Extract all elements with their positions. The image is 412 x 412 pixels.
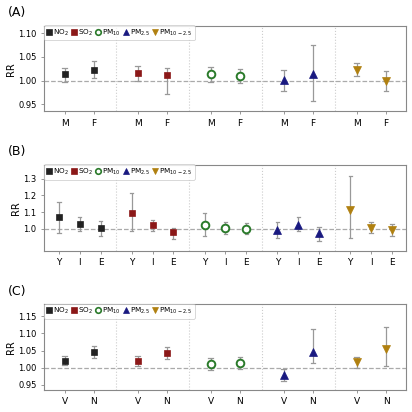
Legend: NO$_2$, SO$_2$, PM$_{10}$, PM$_{2.5}$, PM$_{10-2.5}$: NO$_2$, SO$_2$, PM$_{10}$, PM$_{2.5}$, P… — [44, 25, 194, 40]
Y-axis label: RR: RR — [5, 62, 16, 76]
Legend: NO$_2$, SO$_2$, PM$_{10}$, PM$_{2.5}$, PM$_{10-2.5}$: NO$_2$, SO$_2$, PM$_{10}$, PM$_{2.5}$, P… — [44, 164, 194, 180]
Text: (B): (B) — [8, 145, 26, 158]
Text: (A): (A) — [8, 6, 26, 19]
Text: (C): (C) — [8, 285, 27, 297]
Y-axis label: RR: RR — [5, 340, 16, 354]
Y-axis label: RR: RR — [11, 201, 21, 215]
Legend: NO$_2$, SO$_2$, PM$_{10}$, PM$_{2.5}$, PM$_{10-2.5}$: NO$_2$, SO$_2$, PM$_{10}$, PM$_{2.5}$, P… — [44, 304, 194, 319]
